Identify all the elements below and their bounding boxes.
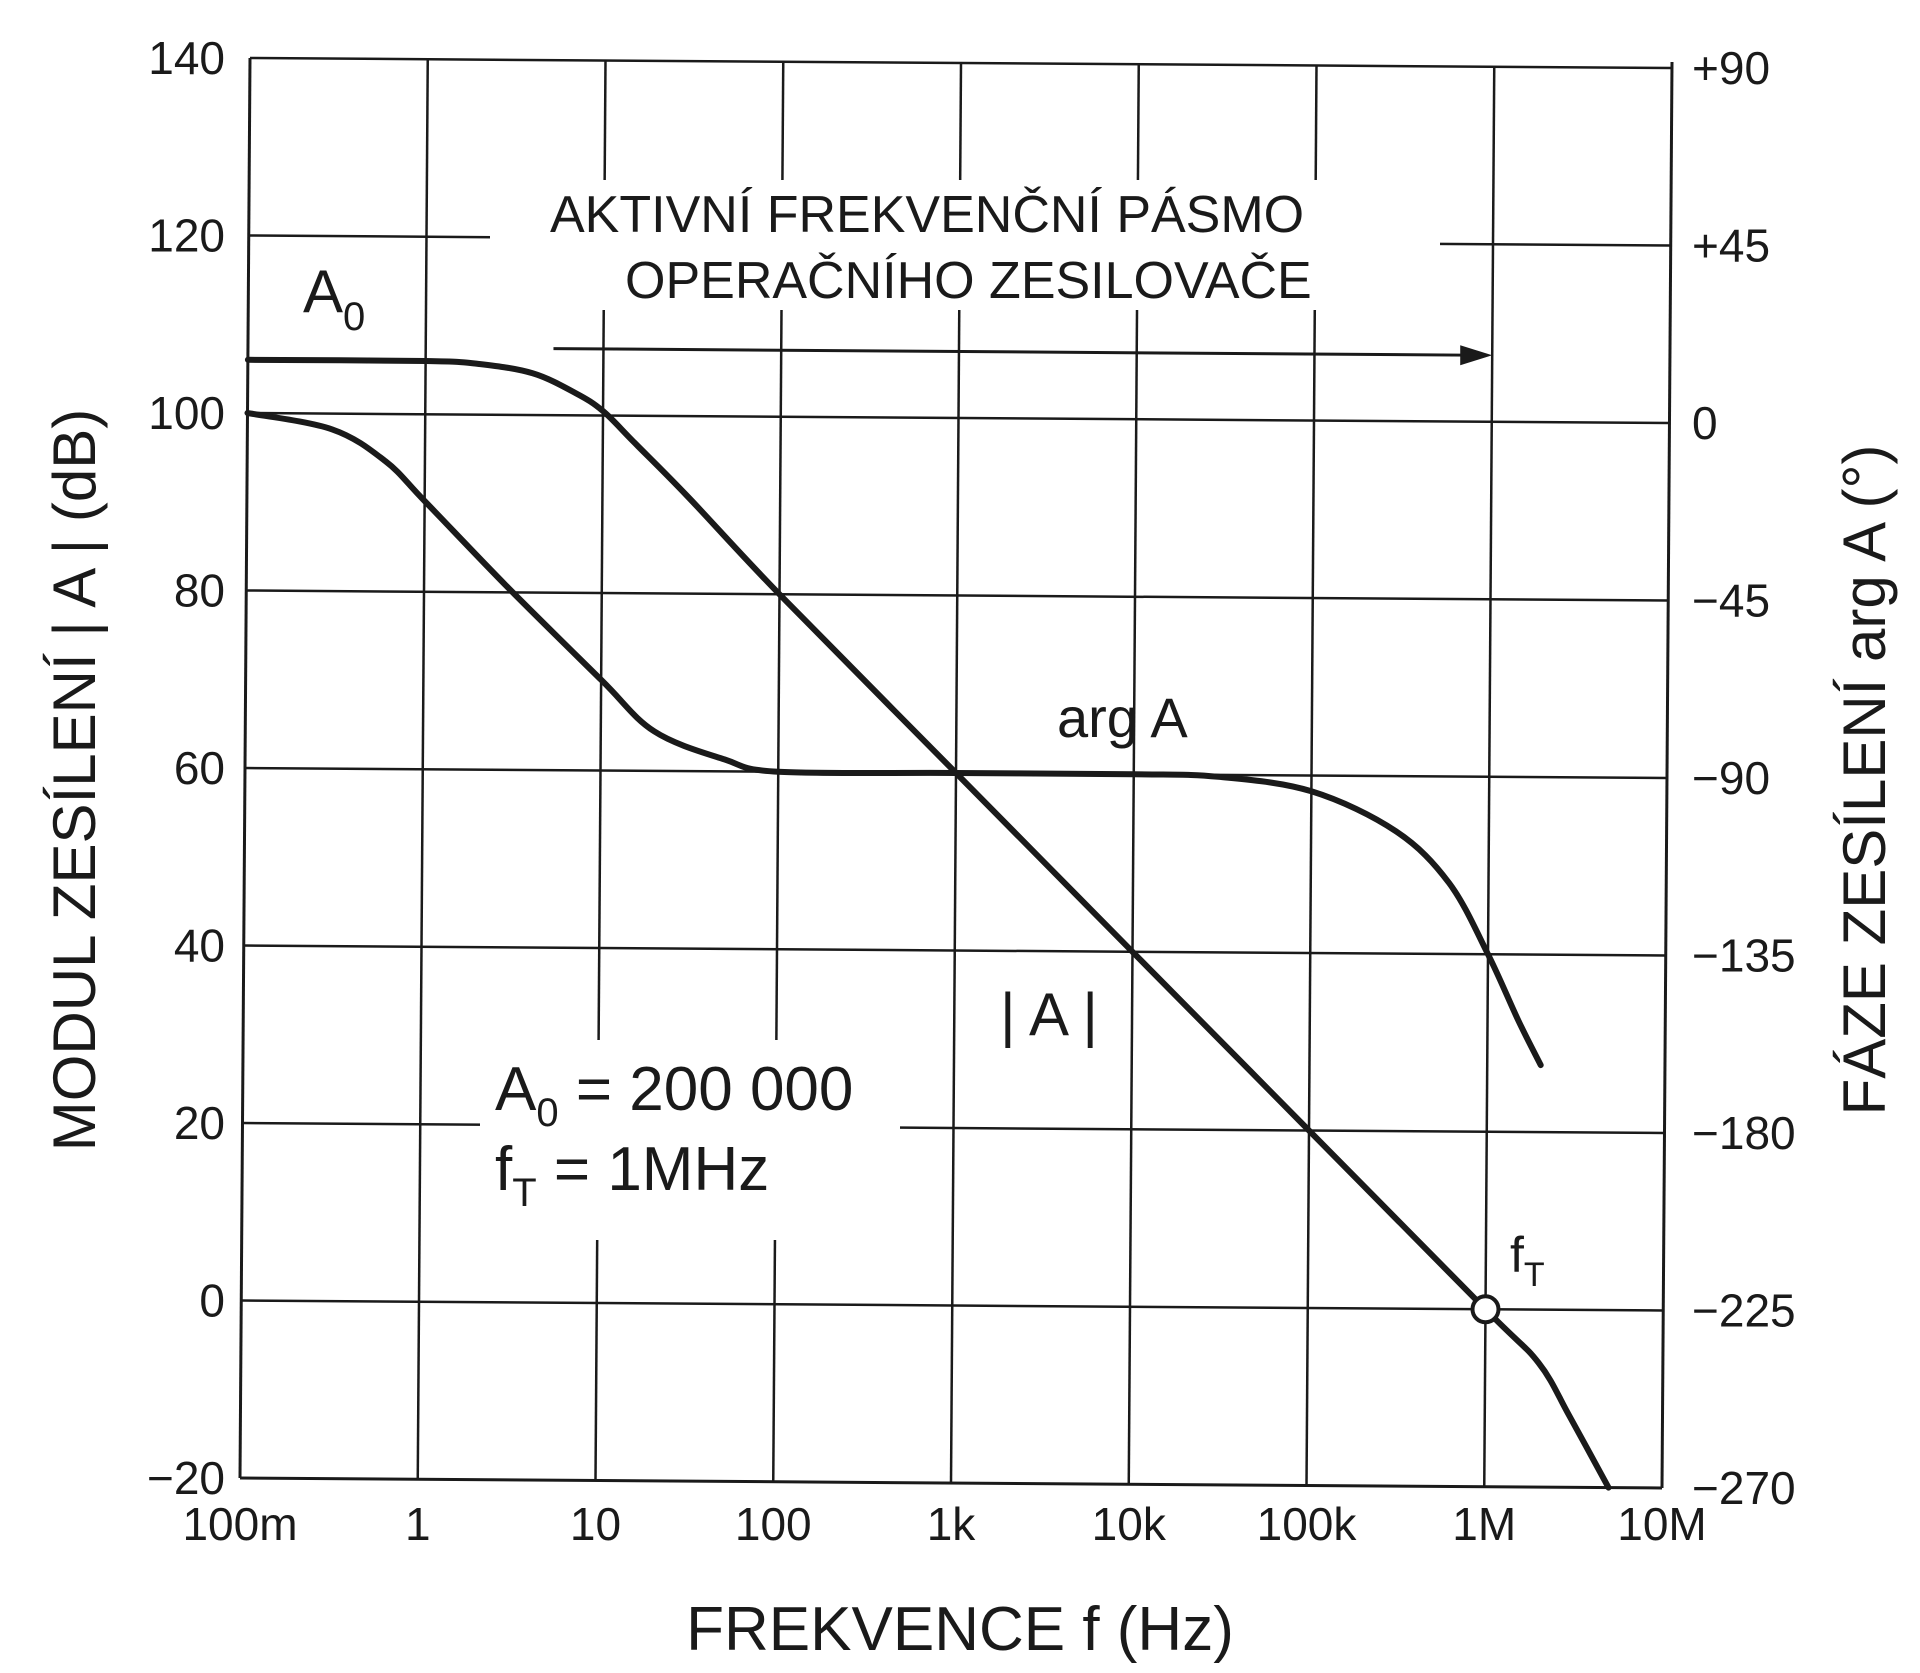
- x-tick-label: 1M: [1452, 1498, 1516, 1550]
- y-right-tick-label: −45: [1692, 575, 1770, 627]
- x-tick-labels: 100m 1 10 100 1k 10k 100k 1M 10M: [182, 1498, 1706, 1550]
- y-left-tick-label: −20: [147, 1452, 225, 1504]
- y-left-tick-label: 80: [174, 565, 225, 617]
- y-right-tick-label: −135: [1692, 930, 1796, 982]
- y-left-tick-label: 100: [148, 387, 225, 439]
- params-ft-sub: T: [512, 1171, 536, 1215]
- band-label-line2: OPERAČNÍHO ZESILOVAČE: [625, 252, 1312, 310]
- x-tick-label: 100m: [182, 1498, 297, 1550]
- params-ft-main: f: [495, 1135, 513, 1204]
- params-ft: fT = 1MHz: [495, 1135, 769, 1215]
- x-axis-title: FREKVENCE f (Hz): [686, 1595, 1234, 1664]
- params-a0-value: = 200 000: [559, 1055, 854, 1124]
- params-a0-sub: 0: [536, 1091, 558, 1135]
- y-right-tick-label: 0: [1692, 397, 1718, 449]
- params-ft-value: = 1MHz: [537, 1135, 770, 1204]
- y-left-tick-label: 20: [174, 1097, 225, 1149]
- x-tick-label: 10: [570, 1498, 621, 1550]
- x-tick-label: 10k: [1092, 1498, 1167, 1550]
- ft-marker-circle: [1473, 1296, 1499, 1322]
- y-right-tick-label: +45: [1692, 220, 1770, 272]
- y-left-axis-title: MODUL ZESÍLENÍ | A | (dB): [41, 409, 108, 1151]
- ft-marker-sub: T: [1524, 1256, 1545, 1294]
- y-left-tick-label: 60: [174, 742, 225, 794]
- params-a0-main: A: [495, 1055, 537, 1124]
- y-right-axis-title: FÁZE ZESÍLENÍ arg A (°): [1831, 445, 1898, 1116]
- band-label-line1: AKTIVNÍ FREKVENČNÍ PÁSMO: [550, 186, 1304, 244]
- y-right-tick-label: −270: [1692, 1462, 1796, 1514]
- ft-marker-main: f: [1510, 1227, 1524, 1283]
- arg-a-label: arg A: [1057, 686, 1188, 749]
- y-left-tick-label: 40: [174, 920, 225, 972]
- a0-label-sub: 0: [343, 295, 365, 339]
- y-left-tick-label: 140: [148, 32, 225, 84]
- y-left-tick-label: 0: [199, 1275, 225, 1327]
- mag-label: | A |: [1000, 981, 1098, 1048]
- a0-label-main: A: [303, 258, 343, 325]
- y-right-tick-label: −180: [1692, 1107, 1796, 1159]
- x-tick-label: 1: [405, 1498, 431, 1550]
- x-tick-label: 100k: [1257, 1498, 1358, 1550]
- y-right-tick-label: −225: [1692, 1285, 1796, 1337]
- y-right-tick-label: −90: [1692, 752, 1770, 804]
- x-tick-label: 100: [735, 1498, 812, 1550]
- x-tick-label: 1k: [927, 1498, 977, 1550]
- y-left-tick-label: 120: [148, 210, 225, 262]
- y-right-tick-label: +90: [1692, 42, 1770, 94]
